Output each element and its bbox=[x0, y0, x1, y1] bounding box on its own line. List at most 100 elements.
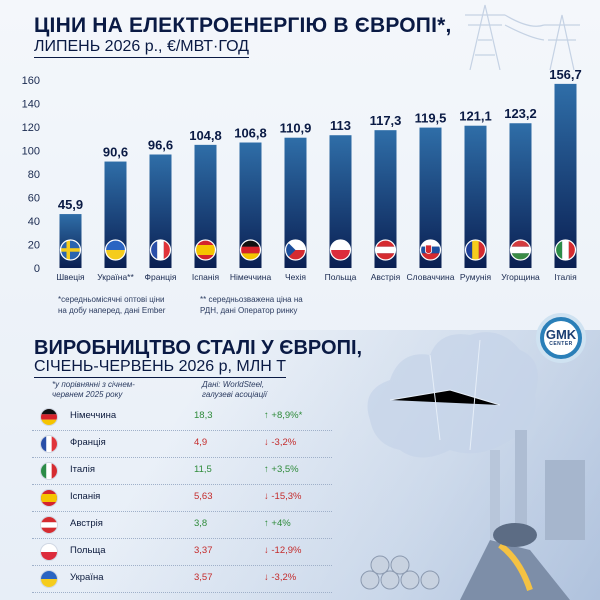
country-name: Україна bbox=[70, 572, 104, 583]
electricity-subtitle: ЛИПЕНЬ 2026 р., €/МВТ·ГОД bbox=[34, 38, 250, 58]
flag-france-icon bbox=[40, 435, 58, 453]
category-label: Іспанія bbox=[192, 272, 220, 282]
table-row: Австрія 3,8 ↑ +4% bbox=[32, 511, 332, 539]
steel-note-source-line2: галузеві асоціації bbox=[202, 390, 267, 399]
flag-italy-icon bbox=[40, 462, 58, 480]
bar-czechia bbox=[284, 137, 307, 268]
flag-ukraine-icon bbox=[104, 239, 127, 261]
y-tick-label: 80 bbox=[28, 169, 40, 181]
arrow-up-icon: ↑ bbox=[264, 410, 272, 421]
bar-austria bbox=[374, 130, 397, 268]
note-market-operator-line1: ** середньозважена ціна на bbox=[200, 295, 303, 304]
steel-note-source-line1: Дані: WorldSteel, bbox=[202, 380, 265, 389]
table-row: Франція 4,9 ↓ -3,2% bbox=[32, 430, 332, 458]
table-row: Польща 3,37 ↓ -12,9% bbox=[32, 538, 332, 566]
logo-main: GMK bbox=[545, 327, 577, 342]
change-value: ↑ +4% bbox=[264, 518, 291, 529]
y-tick-label: 0 bbox=[34, 263, 40, 275]
category-label: Словаччина bbox=[407, 272, 455, 282]
y-tick-label: 120 bbox=[22, 122, 40, 134]
table-row: Україна 3,57 ↓ -3,2% bbox=[32, 565, 332, 593]
category-label: Україна** bbox=[97, 272, 134, 282]
flag-france-icon bbox=[149, 239, 172, 261]
bar-value-label: 123,2 bbox=[504, 106, 537, 121]
category-label: Франція bbox=[145, 272, 177, 282]
bar-value-label: 119,5 bbox=[415, 111, 447, 126]
change-value: ↑ +3,5% bbox=[264, 464, 299, 475]
steel-note-comparison-line1: *у порівнянні з січнем- bbox=[52, 380, 135, 389]
y-tick-label: 60 bbox=[28, 193, 40, 205]
arrow-up-icon: ↑ bbox=[264, 518, 272, 529]
change-text: -15,3% bbox=[271, 491, 302, 502]
change-text: +4% bbox=[271, 518, 291, 529]
note-ember: *середньомісячні оптові ціни на добу нап… bbox=[58, 294, 165, 316]
logo-sub: CENTER bbox=[549, 341, 573, 347]
arrow-up-icon: ↑ bbox=[264, 464, 272, 475]
arrow-down-icon: ↓ bbox=[264, 572, 272, 583]
country-name: Польща bbox=[70, 545, 106, 556]
flag-germany-icon bbox=[40, 408, 58, 426]
y-tick-label: 140 bbox=[22, 99, 40, 111]
electricity-title: ЦІНИ НА ЕЛЕКТРОЕНЕРГІЮ В ЄВРОПІ*, bbox=[34, 14, 452, 37]
flag-spain-icon bbox=[194, 239, 217, 261]
change-value: ↓ -3,2% bbox=[264, 437, 296, 448]
y-tick-label: 160 bbox=[22, 75, 40, 87]
arrow-down-icon: ↓ bbox=[264, 545, 272, 556]
production-value: 11,5 bbox=[194, 464, 212, 475]
production-value: 4,9 bbox=[194, 437, 208, 448]
gmk-center-logo: GMK CENTER bbox=[536, 313, 586, 363]
flag-austria-icon bbox=[40, 516, 58, 534]
bar-value-label: 45,9 bbox=[58, 197, 83, 212]
flag-sweden-icon bbox=[59, 239, 82, 261]
category-label: Італія bbox=[554, 272, 577, 282]
flag-slovakia-icon bbox=[419, 239, 442, 261]
y-tick-label: 100 bbox=[22, 146, 40, 158]
flag-poland-icon bbox=[329, 239, 352, 261]
country-name: Франція bbox=[70, 437, 106, 448]
bar-germany bbox=[239, 142, 262, 268]
production-value: 18,3 bbox=[194, 410, 213, 421]
bar-value-label: 121,1 bbox=[459, 109, 492, 124]
y-tick-label: 40 bbox=[28, 216, 40, 228]
flag-ukraine-icon bbox=[40, 570, 58, 588]
country-name: Австрія bbox=[70, 518, 103, 529]
flag-czechia-icon bbox=[284, 239, 307, 261]
change-text: -3,2% bbox=[271, 572, 297, 583]
flag-hungary-icon bbox=[509, 239, 532, 261]
change-text: -3,2% bbox=[271, 437, 297, 448]
change-value: ↑ +8,9%* bbox=[264, 410, 302, 421]
bar-value-label: 106,8 bbox=[234, 126, 267, 141]
bar-value-label: 156,7 bbox=[549, 67, 582, 82]
steel-note-source: Дані: WorldSteel, галузеві асоціації bbox=[202, 380, 267, 400]
bar-value-label: 110,9 bbox=[280, 121, 312, 136]
category-label: Австрія bbox=[371, 272, 401, 282]
flag-spain-icon bbox=[40, 489, 58, 507]
flag-italy-icon bbox=[554, 239, 577, 261]
bar-poland bbox=[329, 135, 352, 268]
production-value: 5,63 bbox=[194, 491, 213, 502]
power-tower-illustration bbox=[465, 4, 580, 70]
steel-title: ВИРОБНИЦТВО СТАЛІ У ЄВРОПІ, bbox=[34, 337, 363, 359]
bar-value-label: 117,3 bbox=[370, 113, 402, 128]
country-name: Іспанія bbox=[70, 491, 101, 502]
change-text: +3,5% bbox=[271, 464, 299, 475]
arrow-down-icon: ↓ bbox=[264, 437, 272, 448]
production-value: 3,57 bbox=[194, 572, 213, 583]
note-ember-line1: *середньомісячні оптові ціни bbox=[58, 295, 165, 304]
steel-subtitle: СІЧЕНЬ-ЧЕРВЕНЬ 2026 р, МЛН Т bbox=[34, 358, 286, 378]
category-label: Польща bbox=[325, 272, 357, 282]
flag-austria-icon bbox=[374, 239, 397, 261]
category-label: Чехія bbox=[285, 272, 306, 282]
flag-romania-icon bbox=[464, 239, 487, 261]
change-value: ↓ -12,9% bbox=[264, 545, 302, 556]
table-row: Іспанія 5,63 ↓ -15,3% bbox=[32, 484, 332, 512]
table-row: Німеччина 18,3 ↑ +8,9%* bbox=[32, 403, 332, 431]
flag-germany-icon bbox=[239, 239, 262, 261]
steel-plant-illustration bbox=[360, 430, 585, 600]
bar-italy bbox=[554, 83, 577, 268]
steel-note-comparison-line2: червнем 2025 року bbox=[52, 390, 123, 399]
bar-value-label: 96,6 bbox=[148, 137, 173, 152]
change-value: ↓ -15,3% bbox=[264, 491, 302, 502]
category-label: Румунія bbox=[460, 272, 492, 282]
europe-map-illustration bbox=[367, 332, 538, 458]
